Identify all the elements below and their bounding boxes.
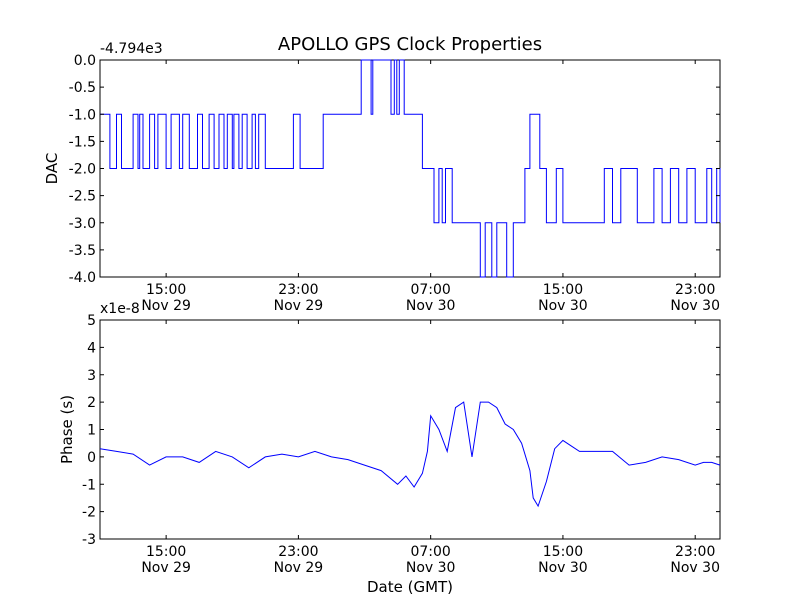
phase-ytick-label: 2 <box>87 395 96 411</box>
phase-plot-frame <box>99 319 721 540</box>
dac-ytick-label: -0.5 <box>69 80 96 96</box>
phase-ytick-label: -2 <box>82 505 96 521</box>
dac-xtick-time-label: 23:00 <box>675 282 715 298</box>
phase-y-axis-label: Phase (s) <box>58 395 76 464</box>
phase-xtick-time-label: 23:00 <box>675 544 715 560</box>
phase-ytick-label: 3 <box>87 368 96 384</box>
dac-ytick-label: 0.0 <box>74 53 96 69</box>
dac-xtick-date-label: Nov 30 <box>538 298 588 314</box>
dac-ytick-label: -3.0 <box>69 216 96 232</box>
dac-xtick-date-label: Nov 29 <box>141 298 191 314</box>
dac-ytick-label: -1.0 <box>69 107 96 123</box>
phase-ytick-label: 4 <box>87 340 96 356</box>
dac-ytick-label: -2.5 <box>69 189 96 205</box>
phase-xtick-time-label: 23:00 <box>278 544 318 560</box>
phase-xtick-date-label: Nov 29 <box>141 560 191 576</box>
dac-xtick-time-label: 15:00 <box>543 282 583 298</box>
dac-ytick-label: -2.0 <box>69 162 96 178</box>
dac-xtick-time-label: 23:00 <box>278 282 318 298</box>
dac-xtick-time-label: 07:00 <box>410 282 450 298</box>
dac-ytick-label: -3.5 <box>69 243 96 259</box>
phase-ytick-label: -3 <box>82 532 96 548</box>
chart-title: APOLLO GPS Clock Properties <box>278 34 542 55</box>
phase-xtick-time-label: 15:00 <box>146 544 186 560</box>
dac-xtick-date-label: Nov 30 <box>406 298 456 314</box>
phase-ytick-label: 5 <box>87 313 96 329</box>
dac-panel: -4.0 -3.5 -3.0 -2.5 -2.0 -1.5 -1.0 -0.5 0.0 15:00… <box>43 41 721 314</box>
phase-xtick-date-label: Nov 30 <box>538 560 588 576</box>
phase-offset-label: x1e-8 <box>100 301 140 317</box>
phase-ytick-label: 0 <box>87 450 96 466</box>
phase-ytick-label: -1 <box>82 477 96 493</box>
phase-xtick-date-label: Nov 29 <box>274 560 324 576</box>
dac-ytick-label: -4.0 <box>69 270 96 286</box>
phase-ytick-label: 1 <box>87 423 96 439</box>
dac-xtick-date-label: Nov 29 <box>274 298 324 314</box>
dac-ytick-label: -1.5 <box>69 134 96 150</box>
dac-series-line <box>100 59 721 278</box>
phase-series-line <box>99 401 721 508</box>
phase-xtick-time-label: 07:00 <box>410 544 450 560</box>
dac-xtick-time-label: 15:00 <box>146 282 186 298</box>
dac-xtick-date-label: Nov 30 <box>670 298 720 314</box>
phase-xtick-time-label: 15:00 <box>543 544 583 560</box>
dac-y-axis-label: DAC <box>43 153 61 185</box>
phase-xtick-date-label: Nov 30 <box>406 560 456 576</box>
dac-offset-label: -4.794e3 <box>100 41 163 57</box>
x-axis-label: Date (GMT) <box>367 578 453 596</box>
phase-xtick-date-label: Nov 30 <box>670 560 720 576</box>
